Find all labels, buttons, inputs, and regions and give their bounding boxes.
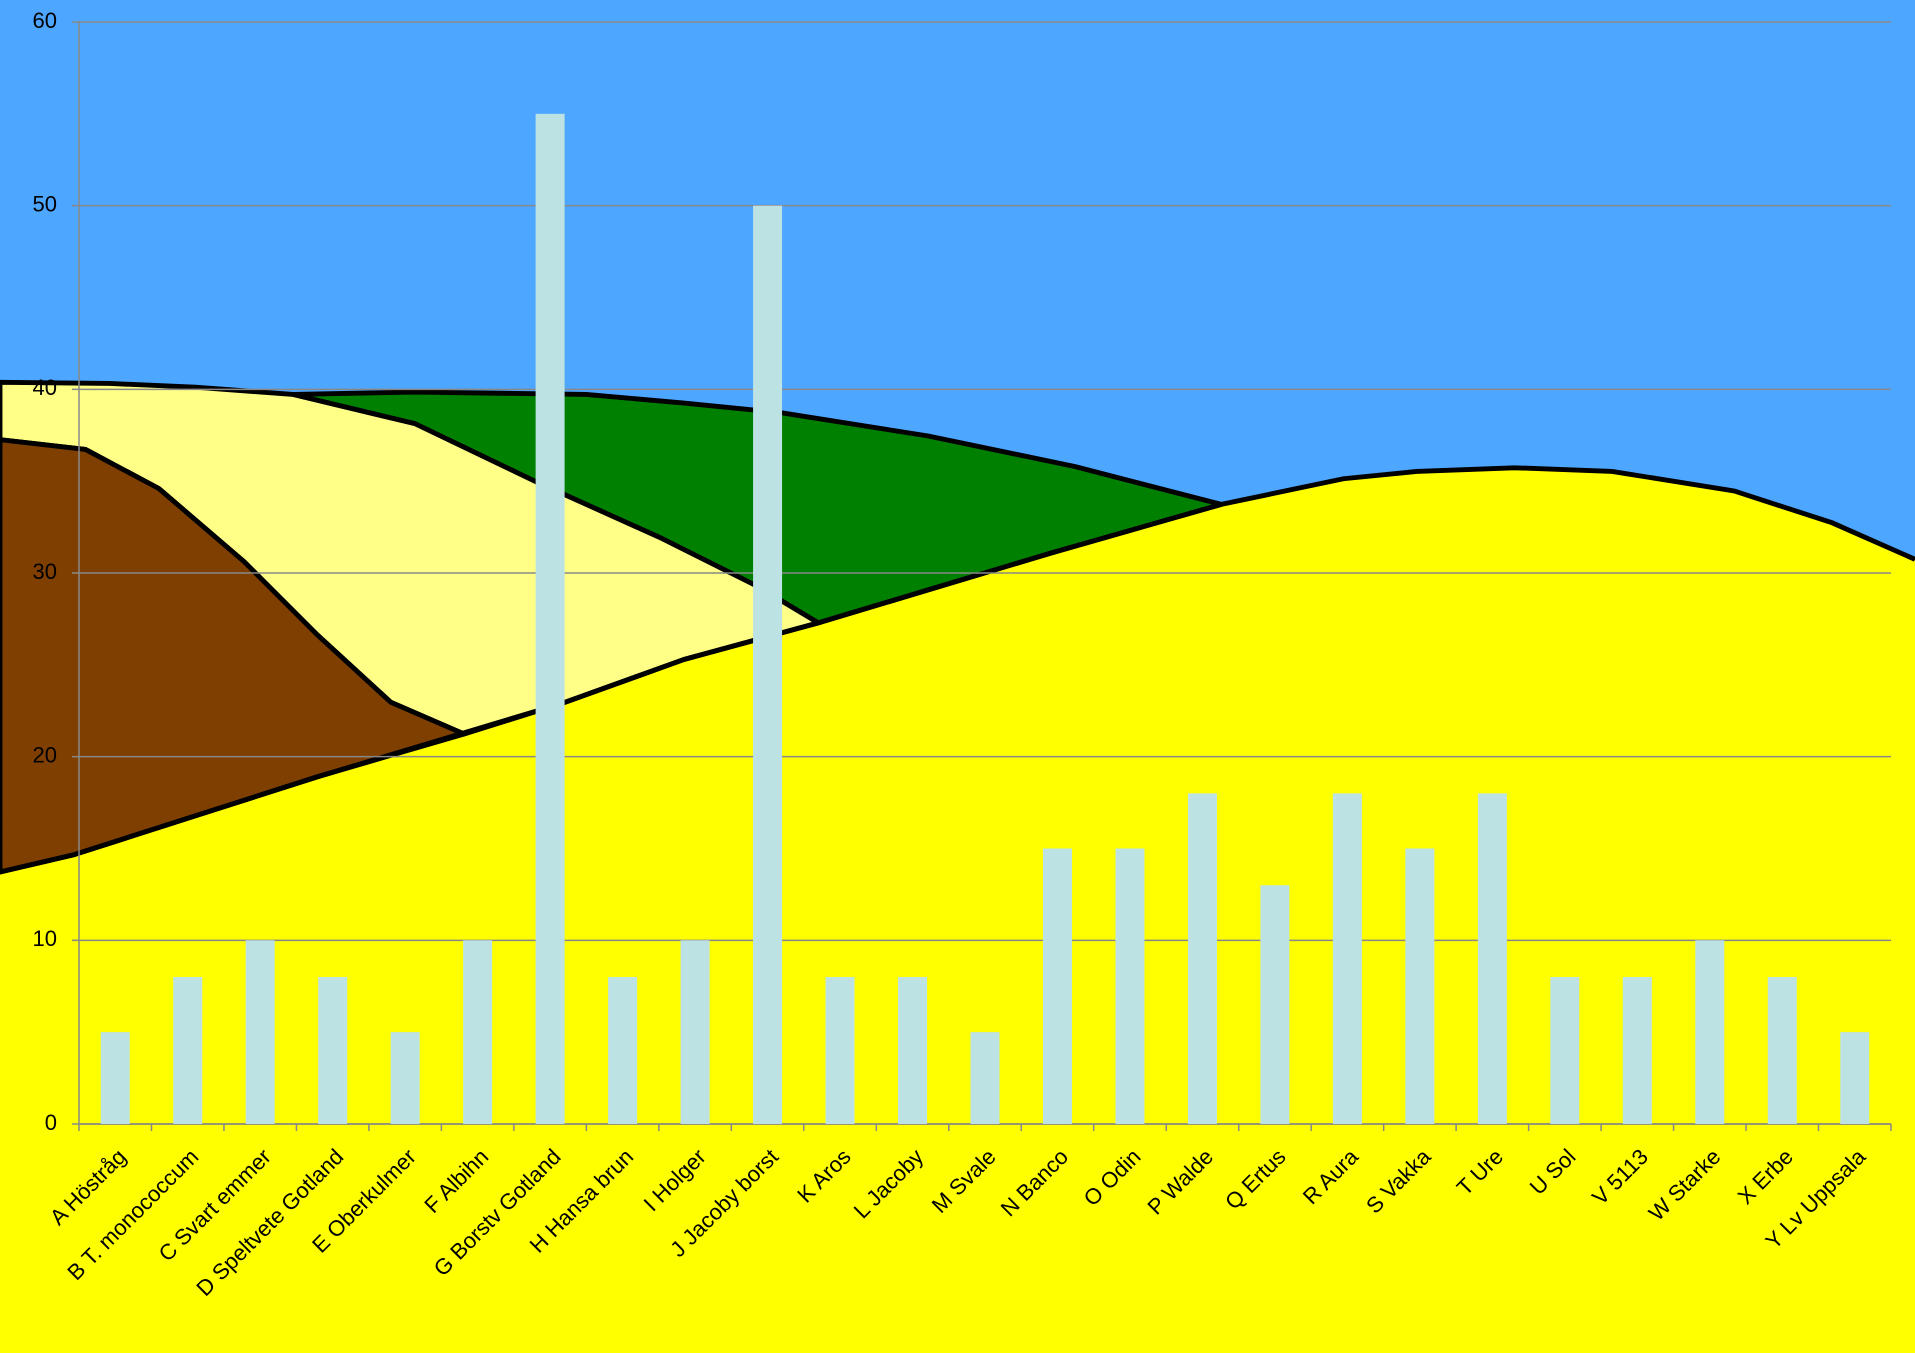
- bar: [1695, 940, 1725, 1124]
- sky: [0, 0, 1915, 560]
- y-tick-label: 0: [45, 1110, 57, 1135]
- bar: [535, 113, 565, 1125]
- bar: [1115, 848, 1145, 1124]
- bar: [318, 977, 348, 1124]
- bar: [608, 977, 638, 1124]
- bar: [825, 977, 855, 1124]
- bar: [245, 940, 275, 1124]
- y-tick-label: 60: [33, 8, 57, 33]
- bar: [1187, 793, 1217, 1124]
- y-tick-label: 20: [33, 742, 57, 767]
- y-tick-label: 30: [33, 559, 57, 584]
- bar: [1042, 848, 1072, 1124]
- bar: [898, 977, 928, 1124]
- bar: [100, 1032, 130, 1124]
- bar: [1332, 793, 1362, 1124]
- bar: [1405, 848, 1435, 1124]
- bar: [1767, 977, 1797, 1124]
- bar: [173, 977, 203, 1124]
- bar: [970, 1032, 1000, 1124]
- y-tick-label: 40: [33, 375, 57, 400]
- bar: [1477, 793, 1507, 1124]
- bar: [1260, 885, 1290, 1124]
- bar: [1550, 977, 1580, 1124]
- bar: [680, 940, 710, 1124]
- bar: [1622, 977, 1652, 1124]
- y-tick-label: 50: [33, 191, 57, 216]
- bar: [753, 205, 783, 1124]
- bar: [463, 940, 493, 1124]
- bar: [1840, 1032, 1870, 1124]
- bar: [390, 1032, 420, 1124]
- y-tick-label: 10: [33, 926, 57, 951]
- hill-outline: [0, 465, 1915, 875]
